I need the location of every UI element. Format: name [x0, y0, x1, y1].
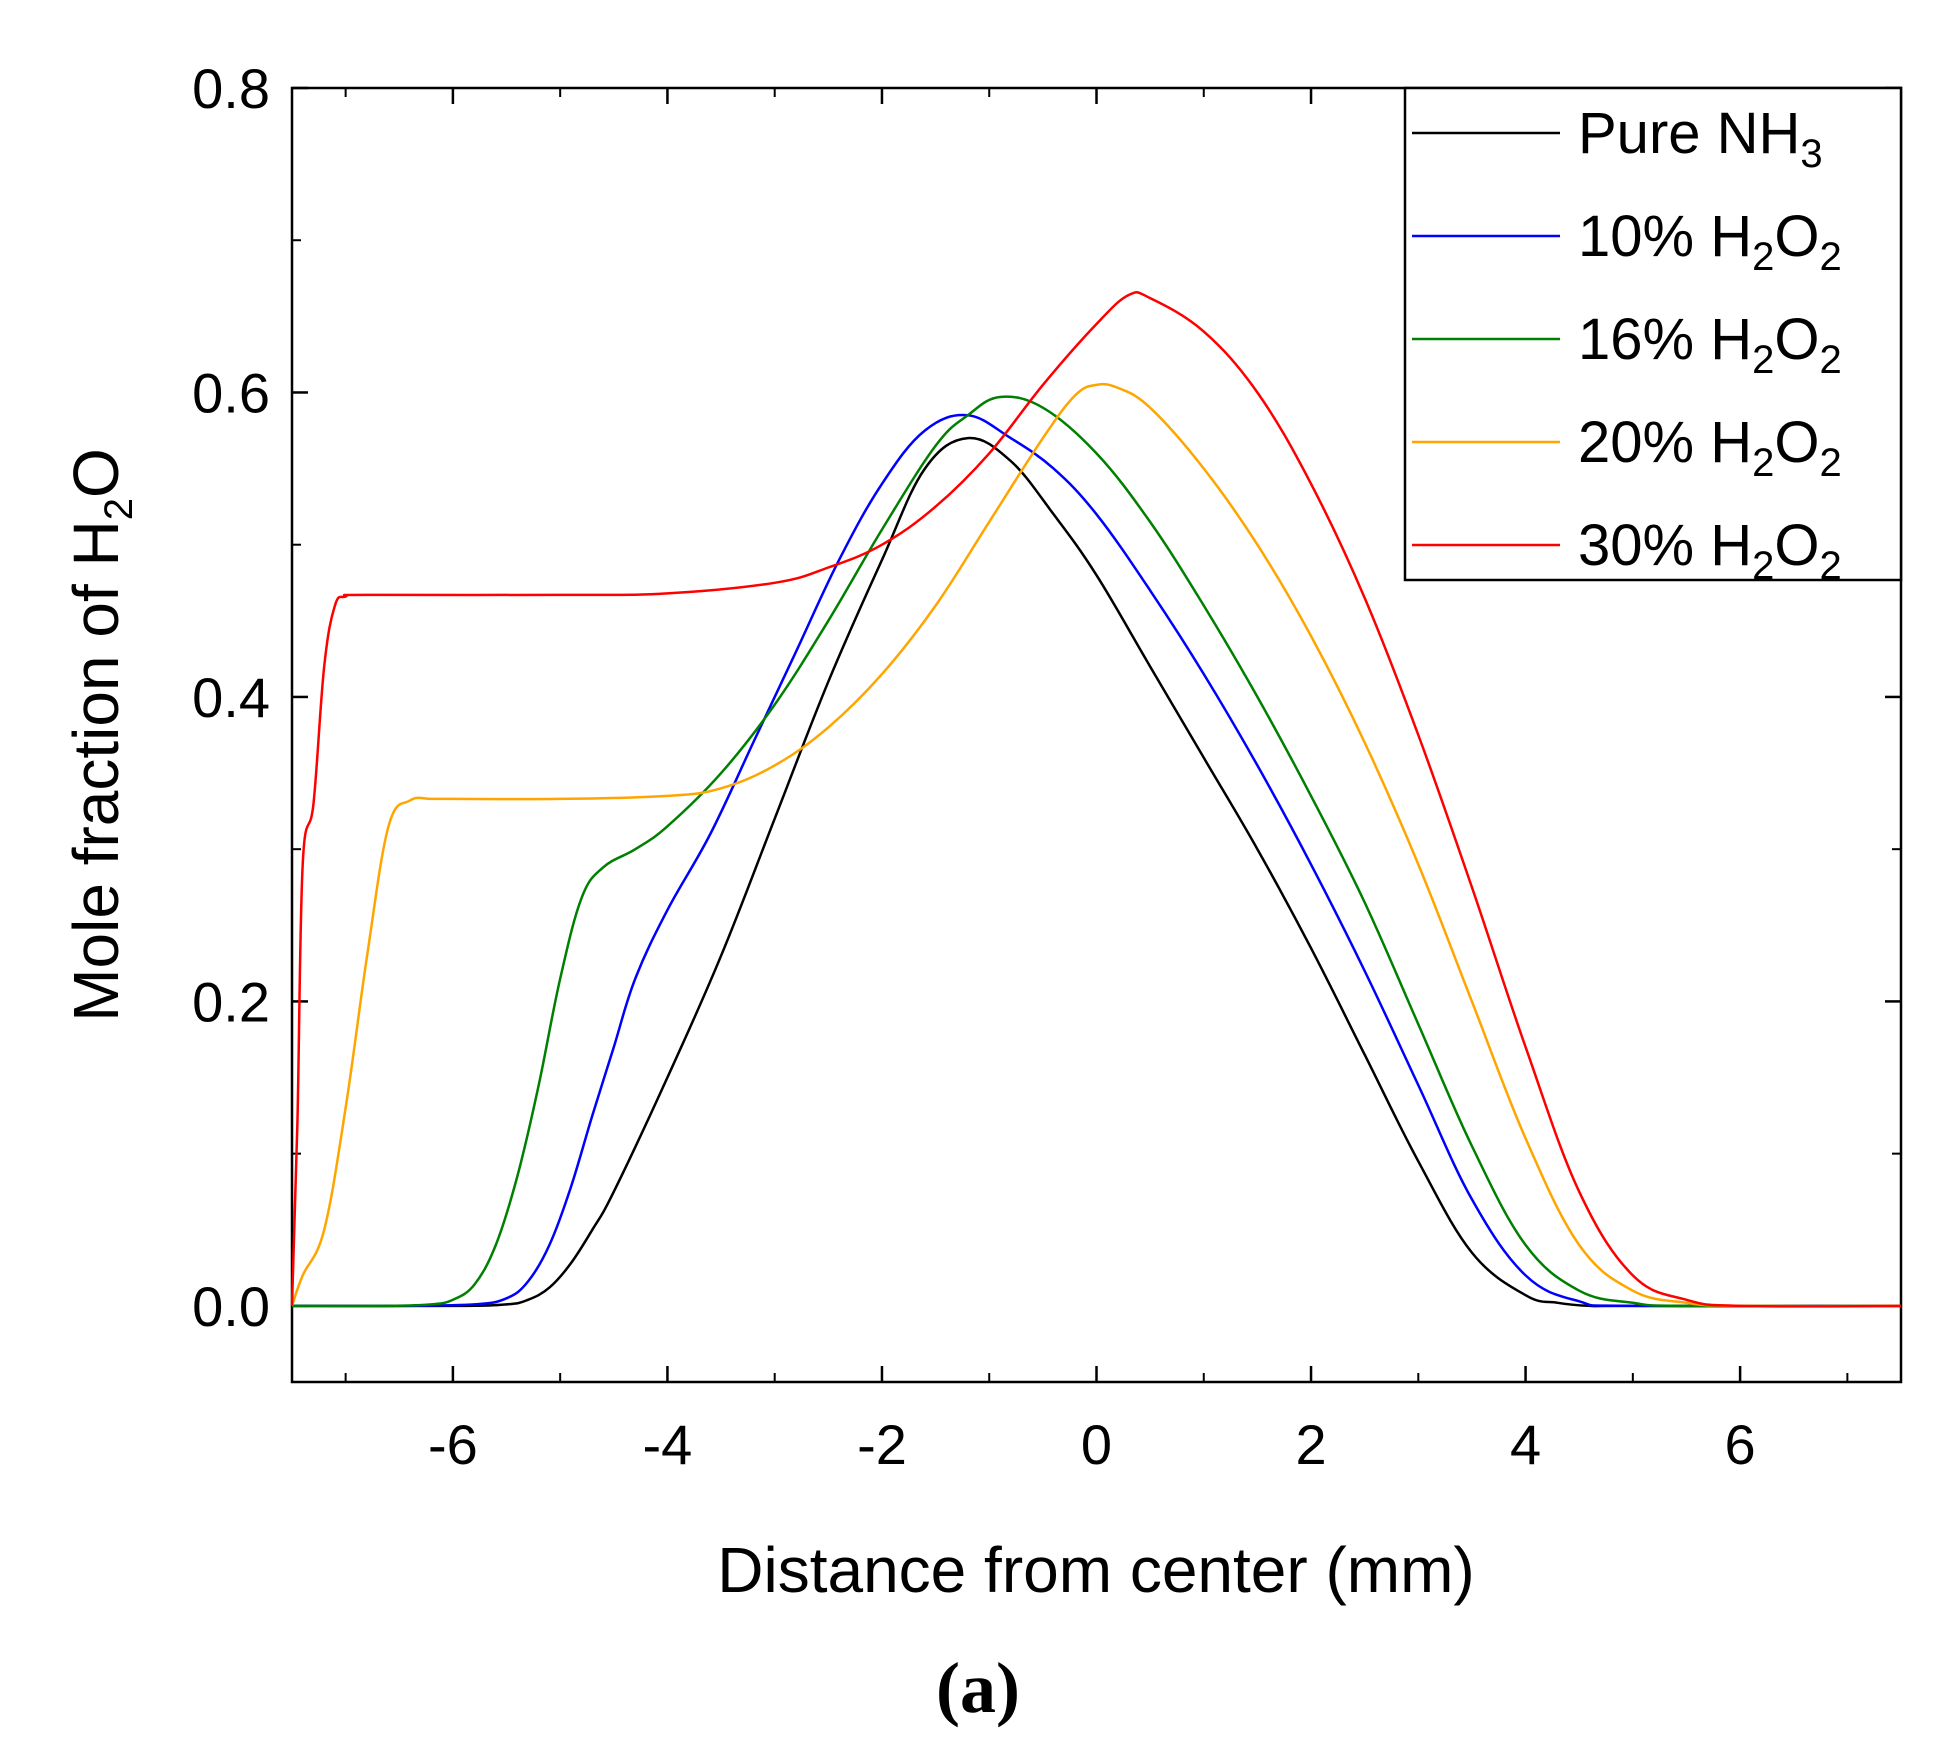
series-line-pure-nh3	[291, 436, 1901, 1308]
y-tick-label: 0.0	[192, 1275, 270, 1338]
y-tick-label: 0.8	[192, 57, 270, 120]
x-axis-title: Distance from center (mm)	[717, 1534, 1474, 1606]
ticks: -6 -4 -2 0 2 4 6 0.0 0.2 0.4 0.6 0.8	[192, 57, 1901, 1476]
y-tick-label: 0.6	[192, 361, 270, 424]
series-line-20-h2o2	[290, 382, 1902, 1308]
x-tick-label: -2	[857, 1413, 907, 1476]
legend-label-16-h2o2: 16% H2O2	[1578, 307, 1842, 382]
series-group	[290, 290, 1902, 1308]
y-axis-title-main: Mole fraction of H	[60, 520, 132, 1022]
y-axis-title-tail: O	[60, 448, 132, 498]
legend-label-20-h2o2: 20% H2O2	[1578, 410, 1842, 485]
legend: Pure NH3 10% H2O2 16% H2O2 20% H2O2 30% H2O2	[1403, 86, 1903, 588]
y-tick-label: 0.2	[192, 970, 270, 1033]
legend-label-10-h2o2: 10% H2O2	[1578, 204, 1842, 279]
legend-box	[1403, 86, 1903, 582]
y-tick-label: 0.4	[192, 666, 270, 729]
y-axis-title: Mole fraction of H2O	[60, 448, 141, 1022]
x-tick-label: 2	[1295, 1413, 1326, 1476]
x-tick-label: -6	[428, 1413, 478, 1476]
x-tick-label: 0	[1081, 1413, 1112, 1476]
legend-label-pure-nh3: Pure NH3	[1578, 101, 1823, 176]
legend-label-30-h2o2: 30% H2O2	[1578, 513, 1842, 588]
y-axis-title-sub: 2	[97, 498, 141, 520]
series-line-10-h2o2	[291, 413, 1902, 1308]
panel-label: (a)	[936, 1648, 1020, 1728]
x-tick-label: 6	[1725, 1413, 1756, 1476]
series-line-30-h2o2	[290, 290, 1902, 1308]
x-tick-label: 4	[1510, 1413, 1541, 1476]
x-tick-label: -4	[643, 1413, 693, 1476]
series-line-16-h2o2	[291, 395, 1902, 1308]
